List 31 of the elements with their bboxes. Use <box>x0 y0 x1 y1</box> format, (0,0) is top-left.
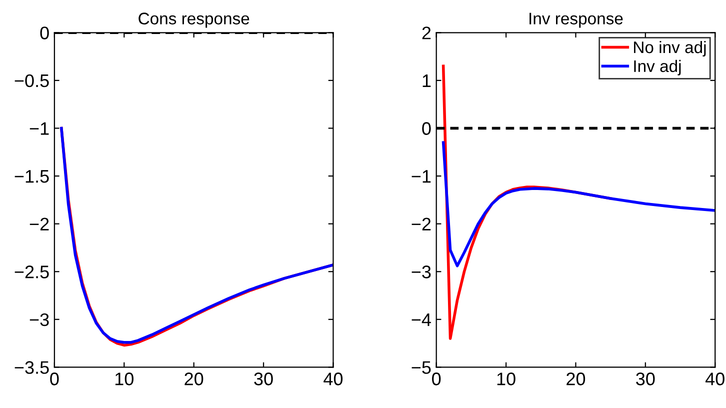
x-tick-label: 20 <box>184 372 204 386</box>
y-tick-label: −4 <box>412 314 431 326</box>
x-tick-label: 0 <box>50 372 59 386</box>
x-tick-label: 10 <box>497 372 516 386</box>
y-tick-label: −1 <box>30 122 49 135</box>
legend-label: Inv adj <box>634 60 681 76</box>
y-tick-label: 0 <box>422 122 431 135</box>
y-tick-label: −3 <box>412 266 431 278</box>
y-tick-label: 1 <box>422 74 431 87</box>
x-tick-label: 30 <box>254 372 273 386</box>
legend-label: No inv adj <box>634 40 706 57</box>
y-tick-label: −2 <box>412 218 431 230</box>
y-tick-label: −3 <box>30 313 49 326</box>
y-tick-label: 2 <box>422 26 431 40</box>
x-tick-label: 40 <box>324 372 343 386</box>
line-series <box>442 141 716 268</box>
y-tick-label: −5 <box>412 361 431 374</box>
y-tick-label: 0 <box>40 26 49 40</box>
x-tick-label: 0 <box>432 372 441 386</box>
x-tick-label: 40 <box>705 372 724 386</box>
x-tick-label: 10 <box>115 372 134 386</box>
y-tick-label: −0.5 <box>14 74 49 88</box>
chart-title: Inv response <box>530 12 623 28</box>
x-tick-label: 30 <box>636 372 655 386</box>
y-tick-label: −3.5 <box>14 361 49 374</box>
chart-title: Cons response <box>138 12 250 28</box>
y-tick-label: −1 <box>412 170 431 183</box>
x-tick-label: 20 <box>566 372 586 386</box>
y-tick-label: −2 <box>30 218 49 230</box>
y-tick-label: −2.5 <box>14 266 49 278</box>
y-tick-label: −1.5 <box>14 170 49 183</box>
